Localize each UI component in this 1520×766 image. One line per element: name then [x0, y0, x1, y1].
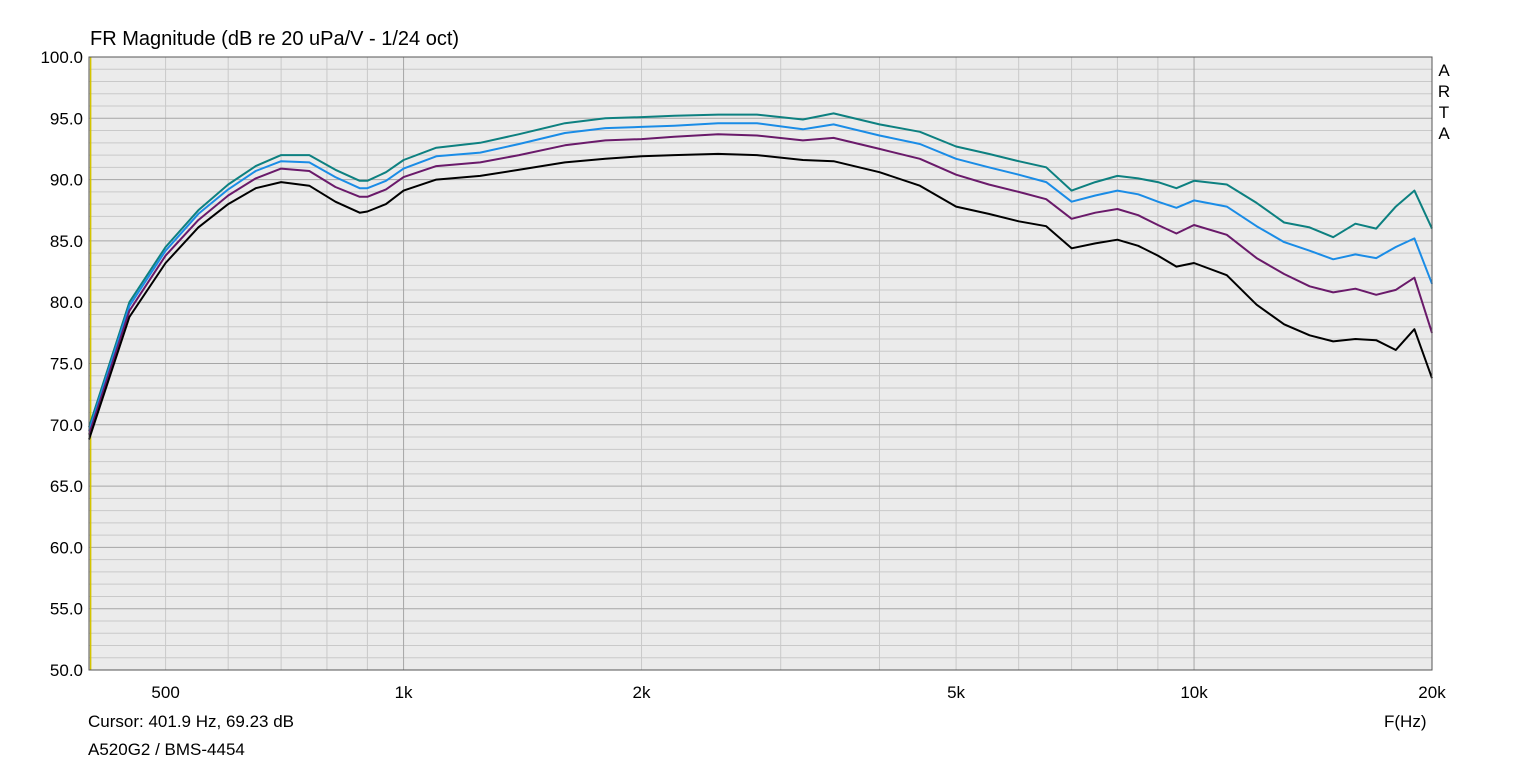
x-tick-label: 2k — [633, 683, 651, 702]
x-tick-label: 20k — [1418, 683, 1446, 702]
y-tick-label: 75.0 — [50, 355, 83, 374]
series-line-curve-3 — [88, 133, 1433, 435]
plot-area-border — [88, 56, 1433, 671]
series-line-curve-1 — [88, 112, 1433, 428]
brand-letter: A — [1438, 61, 1450, 80]
y-tick-label: 60.0 — [50, 538, 83, 557]
x-tick-label: 10k — [1180, 683, 1208, 702]
cursor-readout: Cursor: 401.9 Hz, 69.23 dB — [88, 712, 295, 731]
y-tick-label: 50.0 — [50, 661, 83, 680]
y-tick-label: 55.0 — [50, 600, 83, 619]
y-tick-label: 85.0 — [50, 232, 83, 251]
device-label: A520G2 / BMS-4454 — [88, 740, 245, 759]
series-group — [88, 112, 1433, 440]
x-tick-label: 1k — [395, 683, 413, 702]
y-tick-label: 70.0 — [50, 416, 83, 435]
y-tick-label: 100.0 — [40, 48, 83, 67]
series-line-curve-2 — [88, 122, 1433, 432]
x-axis-ticks: 500 1k 2k 5k 10k 20k — [151, 683, 1446, 702]
chart-title: FR Magnitude (dB re 20 uPa/V - 1/24 oct) — [90, 28, 460, 50]
x-tick-label: 5k — [947, 683, 965, 702]
y-tick-label: 90.0 — [50, 171, 83, 190]
brand-letter: A — [1438, 124, 1450, 143]
series-line-curve-4 — [88, 152, 1433, 440]
y-tick-label: 95.0 — [50, 109, 83, 128]
brand-letter: R — [1437, 82, 1451, 101]
x-tick-label: 500 — [151, 683, 179, 702]
brand-letter: T — [1438, 103, 1450, 122]
minor-gridlines — [89, 57, 1432, 670]
arta-brand-label: A R T A — [1437, 60, 1451, 144]
y-axis-ticks: 50.0 55.0 60.0 65.0 70.0 75.0 80.0 85.0 90.0 95.0… — [40, 48, 83, 680]
y-tick-label: 80.0 — [50, 293, 83, 312]
x-axis-unit-label: F(Hz) — [1384, 712, 1427, 731]
y-tick-label: 65.0 — [50, 477, 83, 496]
